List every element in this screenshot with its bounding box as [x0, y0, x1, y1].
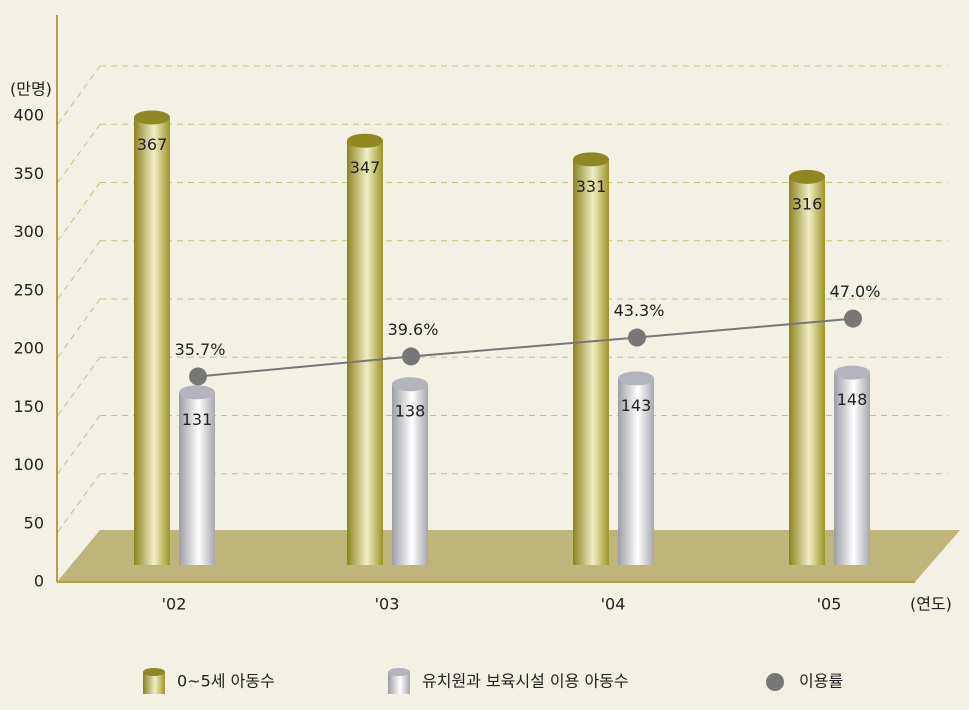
grid-diagonal — [57, 65, 101, 125]
bar — [347, 140, 383, 565]
point — [844, 309, 862, 328]
bar-top — [789, 169, 825, 184]
bar — [134, 117, 170, 565]
bar — [618, 378, 654, 565]
grid-diagonal — [57, 415, 101, 474]
y-tick-label: 350 — [13, 164, 44, 183]
legend-marker-top — [388, 668, 410, 676]
bar — [573, 159, 609, 565]
x-tick-label: '04 — [601, 595, 626, 614]
y-axis-label: (만명) — [10, 80, 52, 99]
bar — [789, 176, 825, 566]
point — [189, 367, 207, 386]
grid-diagonal — [57, 356, 101, 416]
y-tick-label: 150 — [13, 397, 44, 416]
data-label: 47.0% — [830, 282, 881, 301]
data-label: 131 — [182, 410, 213, 429]
floor — [57, 530, 960, 582]
data-label: 331 — [576, 177, 607, 196]
legend-label: 0~5세 아동수 — [177, 672, 275, 691]
data-label: 43.3% — [614, 301, 665, 320]
data-label: 35.7% — [175, 340, 226, 359]
y-tick-label: 250 — [13, 280, 44, 299]
grid-diagonal — [57, 123, 101, 183]
data-label: 347 — [350, 158, 381, 177]
y-tick-label: 50 — [24, 513, 44, 532]
data-label: 39.6% — [388, 320, 439, 339]
bar-top — [618, 371, 654, 386]
bar-top — [834, 365, 870, 380]
bar — [392, 384, 428, 565]
x-tick-label: '03 — [375, 595, 400, 614]
grid-diagonal — [57, 298, 101, 358]
y-tick-label: 0 — [34, 572, 44, 591]
data-label: 148 — [837, 390, 868, 409]
data-label: 316 — [792, 194, 823, 213]
line — [197, 317, 854, 378]
data-label: 138 — [395, 402, 426, 421]
bar-top — [347, 133, 383, 148]
y-tick-label: 200 — [13, 339, 44, 358]
x-tick-label: '02 — [162, 595, 187, 614]
x-axis-label: (연도) — [910, 595, 952, 614]
point — [402, 347, 420, 366]
grid-diagonal — [57, 182, 101, 241]
legend-marker — [143, 672, 165, 694]
legend-label: 유치원과 보육시설 이용 아동수 — [422, 672, 629, 691]
y-tick-label: 400 — [13, 106, 44, 125]
point — [628, 328, 646, 347]
bar-top — [179, 385, 215, 400]
y-tick-label: 300 — [13, 222, 44, 241]
y-tick-label: 100 — [13, 455, 44, 474]
data-label: 143 — [621, 396, 652, 415]
bar — [834, 372, 870, 565]
grid-diagonal — [57, 240, 101, 300]
bar-top — [134, 110, 170, 125]
grid-diagonal — [57, 473, 101, 533]
x-tick-label: '05 — [817, 595, 842, 614]
bar-top — [573, 152, 609, 167]
legend-marker-top — [143, 668, 165, 676]
bar — [179, 392, 215, 565]
data-label: 367 — [137, 135, 168, 154]
legend-marker — [388, 672, 410, 694]
legend-label: 이용률 — [799, 672, 843, 691]
legend-marker — [766, 673, 784, 691]
bar-top — [392, 377, 428, 392]
